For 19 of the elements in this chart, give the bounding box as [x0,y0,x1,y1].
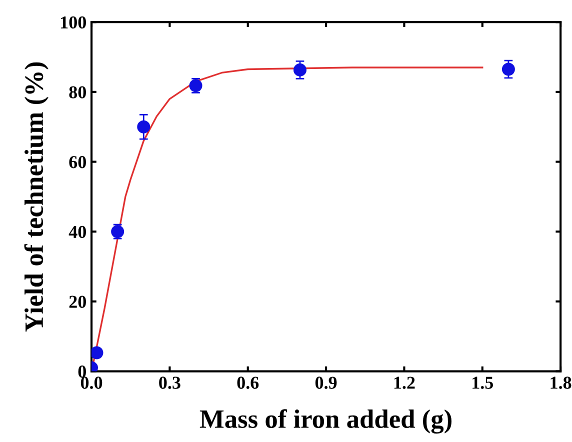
point [137,120,150,134]
x-tick-label: 0.3 [159,376,180,389]
y-tick-label: 20 [69,296,86,308]
x-tick-label: 1.2 [394,376,415,389]
point [502,62,515,76]
x-tick-label: 0.0 [80,376,102,389]
x-tick-label: 1.5 [472,376,494,389]
x-axis-title: Mass of iron added (g) [200,409,452,434]
x-tick-label: 1.8 [550,376,572,389]
y-tick-label: 60 [69,156,86,168]
x-tick-label: 0.9 [315,376,337,389]
y-tick-label: 40 [68,226,86,238]
y-axis-title: Yield of technetium (%) [24,62,48,332]
point [92,346,104,360]
y-tick-label: 100 [61,16,86,29]
y-tick-label: 80 [69,86,86,98]
point [293,63,306,76]
y-tick-label: 0 [78,366,86,378]
x-tick-label: 0.6 [237,376,259,389]
